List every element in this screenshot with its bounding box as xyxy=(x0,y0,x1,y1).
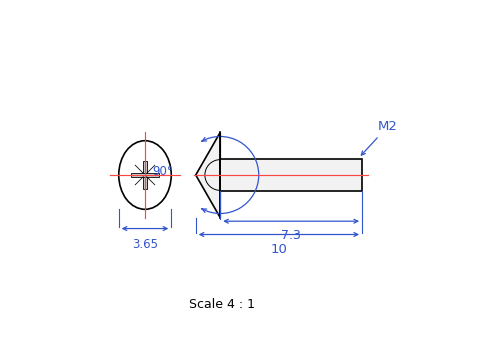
Ellipse shape xyxy=(132,163,158,187)
Text: 7.3: 7.3 xyxy=(281,229,301,242)
Polygon shape xyxy=(196,132,220,218)
Polygon shape xyxy=(143,161,147,189)
Text: 3.65: 3.65 xyxy=(132,238,158,251)
Text: 90°: 90° xyxy=(152,165,173,178)
Polygon shape xyxy=(132,173,158,177)
Bar xyxy=(220,159,362,191)
Text: Scale 4 : 1: Scale 4 : 1 xyxy=(189,298,255,311)
Text: 10: 10 xyxy=(270,243,287,256)
Text: M2: M2 xyxy=(362,120,398,155)
